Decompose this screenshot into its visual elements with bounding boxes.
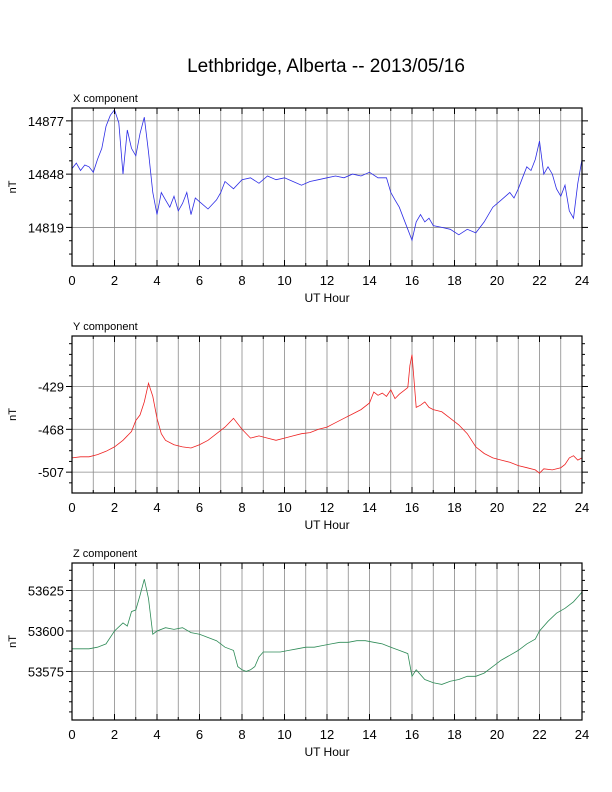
x-tick-label: 18 — [447, 727, 461, 742]
x-tick-label: 0 — [68, 727, 75, 742]
page-title: Lethbridge, Alberta -- 2013/05/16 — [187, 56, 465, 77]
y-tick-label: -468 — [38, 422, 64, 437]
panel-title: Y component — [73, 321, 138, 333]
y-tick-label: 53575 — [28, 664, 64, 679]
series-line — [71, 108, 583, 242]
x-tick-label: 18 — [447, 500, 461, 515]
x-tick-label: 24 — [575, 273, 589, 288]
x-tick-label: 12 — [320, 727, 334, 742]
y-tick-label: 14848 — [28, 167, 64, 182]
x-tick-label: 2 — [111, 273, 118, 288]
y-tick-label: 14819 — [28, 220, 64, 235]
x-tick-label: 24 — [575, 727, 589, 742]
x-tick-label: 14 — [362, 727, 376, 742]
x-tick-label: 2 — [111, 727, 118, 742]
x-tick-label: 22 — [532, 727, 546, 742]
x-tick-label: 8 — [238, 500, 245, 515]
panel-title: X component — [73, 93, 138, 105]
x-tick-label: 16 — [405, 727, 419, 742]
y-tick-label: 53625 — [28, 584, 64, 599]
x-axis-label: UT Hour — [304, 291, 349, 305]
x-tick-label: 4 — [153, 500, 160, 515]
y-tick-label: -507 — [38, 465, 64, 480]
y-tick-label: -429 — [38, 380, 64, 395]
x-tick-label: 8 — [238, 727, 245, 742]
x-tick-label: 8 — [238, 273, 245, 288]
x-tick-label: 20 — [490, 273, 504, 288]
x-tick-label: 16 — [405, 273, 419, 288]
y-tick-label: 14877 — [28, 114, 64, 129]
x-tick-label: 14 — [362, 500, 376, 515]
y-axis-label: nT — [7, 635, 19, 648]
x-tick-label: 4 — [153, 727, 160, 742]
x-tick-label: 22 — [532, 500, 546, 515]
x-tick-label: 0 — [68, 273, 75, 288]
x-tick-label: 22 — [532, 273, 546, 288]
y-tick-label: 53600 — [28, 624, 64, 639]
x-tick-label: 24 — [575, 500, 589, 515]
x-tick-label: 10 — [277, 273, 291, 288]
x-axis-label: UT Hour — [304, 518, 349, 532]
x-tick-label: 18 — [447, 273, 461, 288]
y-axis-label: nT — [7, 180, 19, 193]
x-tick-label: 4 — [153, 273, 160, 288]
x-axis-label: UT Hour — [304, 745, 349, 759]
x-tick-label: 6 — [196, 500, 203, 515]
series-line — [71, 354, 583, 474]
x-tick-label: 12 — [320, 500, 334, 515]
x-tick-label: 12 — [320, 273, 334, 288]
x-tick-label: 10 — [277, 727, 291, 742]
x-tick-label: 20 — [490, 500, 504, 515]
x-tick-label: 6 — [196, 273, 203, 288]
x-tick-label: 16 — [405, 500, 419, 515]
x-tick-label: 20 — [490, 727, 504, 742]
y-axis-label: nT — [7, 408, 19, 421]
series-line — [72, 579, 583, 685]
x-tick-label: 6 — [196, 727, 203, 742]
x-tick-label: 0 — [68, 500, 75, 515]
x-tick-label: 14 — [362, 273, 376, 288]
panel-title: Z component — [73, 548, 137, 560]
x-tick-label: 2 — [111, 500, 118, 515]
x-tick-label: 10 — [277, 500, 291, 515]
